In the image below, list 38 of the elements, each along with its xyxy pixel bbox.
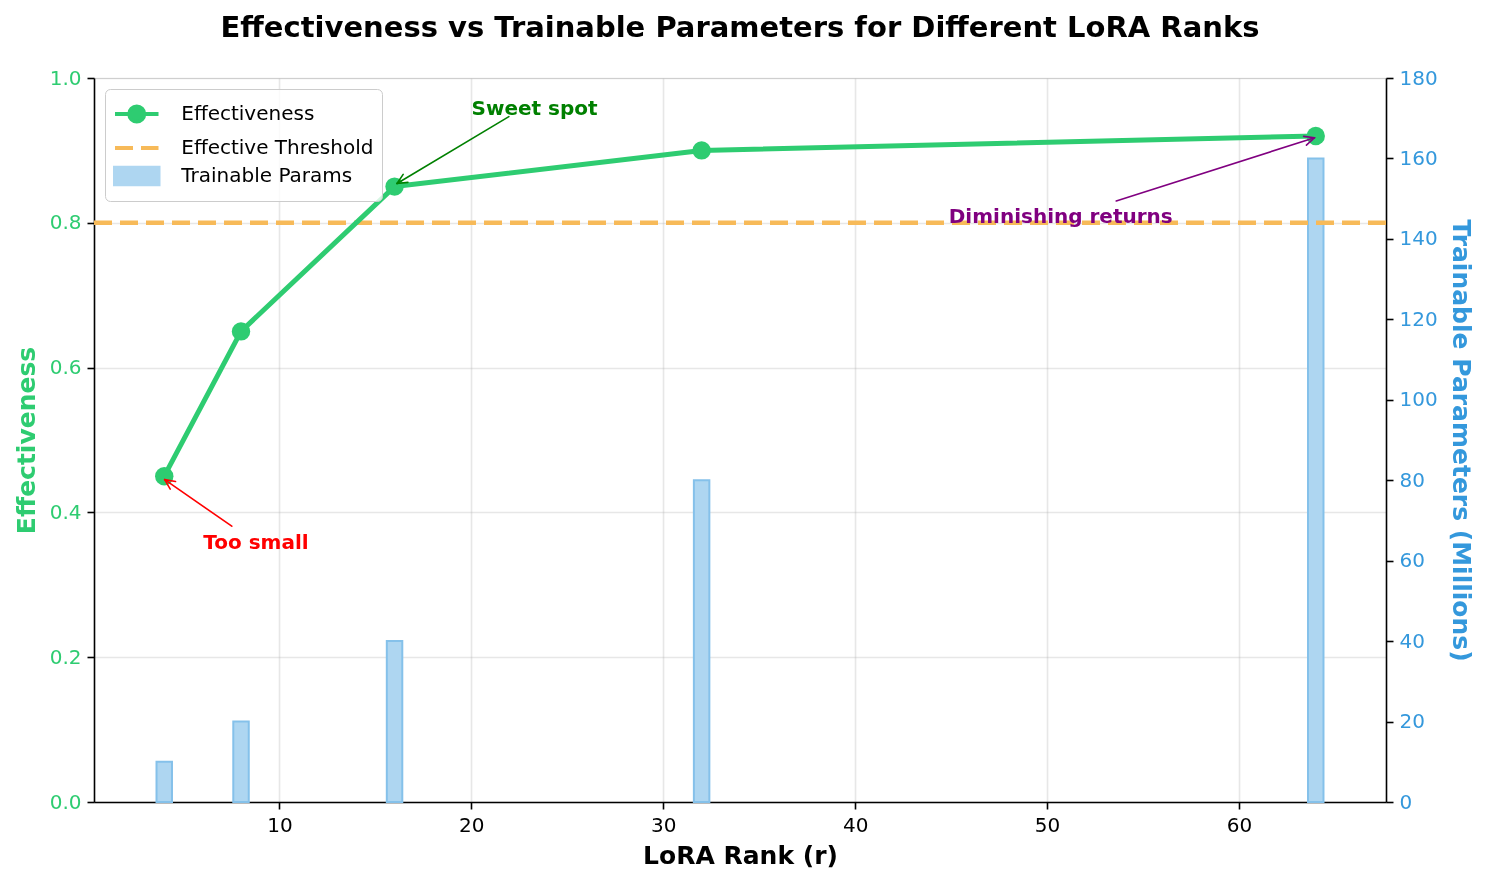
legend-label: Effective Threshold xyxy=(181,135,374,159)
y-tick-label: 0.4 xyxy=(49,499,82,524)
y-tick-label: 0.6 xyxy=(49,355,82,380)
x-tick-label: 40 xyxy=(842,812,869,837)
point xyxy=(231,322,251,341)
y2-tick-label: 40 xyxy=(1399,628,1425,653)
x-tick-label: 20 xyxy=(459,812,485,837)
annotation: Too small xyxy=(203,530,309,555)
bar xyxy=(232,720,250,803)
annotation: Sweet spot xyxy=(471,95,599,120)
legend-label: Effectiveness xyxy=(181,101,315,125)
bar xyxy=(385,640,404,803)
y2-tick-label: 100 xyxy=(1399,387,1438,412)
x-tick-label: 50 xyxy=(1034,812,1061,837)
x-tick-label: 10 xyxy=(267,812,293,837)
y2-tick-label: 20 xyxy=(1399,709,1425,734)
y2-axis-title: Trainable Parameters (Millions) xyxy=(1446,219,1476,662)
bar xyxy=(1307,157,1325,803)
y2-tick-label: 80 xyxy=(1399,467,1425,492)
y2-tick-label: 160 xyxy=(1399,145,1438,170)
y2-tick-label: 140 xyxy=(1399,226,1438,251)
chart-title: Effectiveness vs Trainable Parameters for Different LoRA Ranks xyxy=(220,10,1260,44)
y-tick-label: 0.8 xyxy=(49,210,82,235)
y2-tick-label: 180 xyxy=(1399,65,1438,90)
y-tick-label: 1.0 xyxy=(49,65,82,90)
y-axis-title: Effectiveness xyxy=(11,346,41,535)
y2-tick-label: 0 xyxy=(1399,789,1413,814)
y-tick-label: 0.2 xyxy=(49,644,82,669)
x-tick-label: 60 xyxy=(1226,812,1253,837)
y-tick-label: 0.0 xyxy=(49,789,82,814)
legend-label: Trainable Params xyxy=(180,163,353,187)
x-axis-title: LoRA Rank (r) xyxy=(643,840,838,870)
bar xyxy=(155,760,173,803)
y2-tick-label: 60 xyxy=(1399,548,1425,573)
y2-tick-label: 120 xyxy=(1399,306,1438,331)
bar xyxy=(692,479,711,803)
x-tick-label: 30 xyxy=(651,812,677,837)
point xyxy=(692,141,711,160)
